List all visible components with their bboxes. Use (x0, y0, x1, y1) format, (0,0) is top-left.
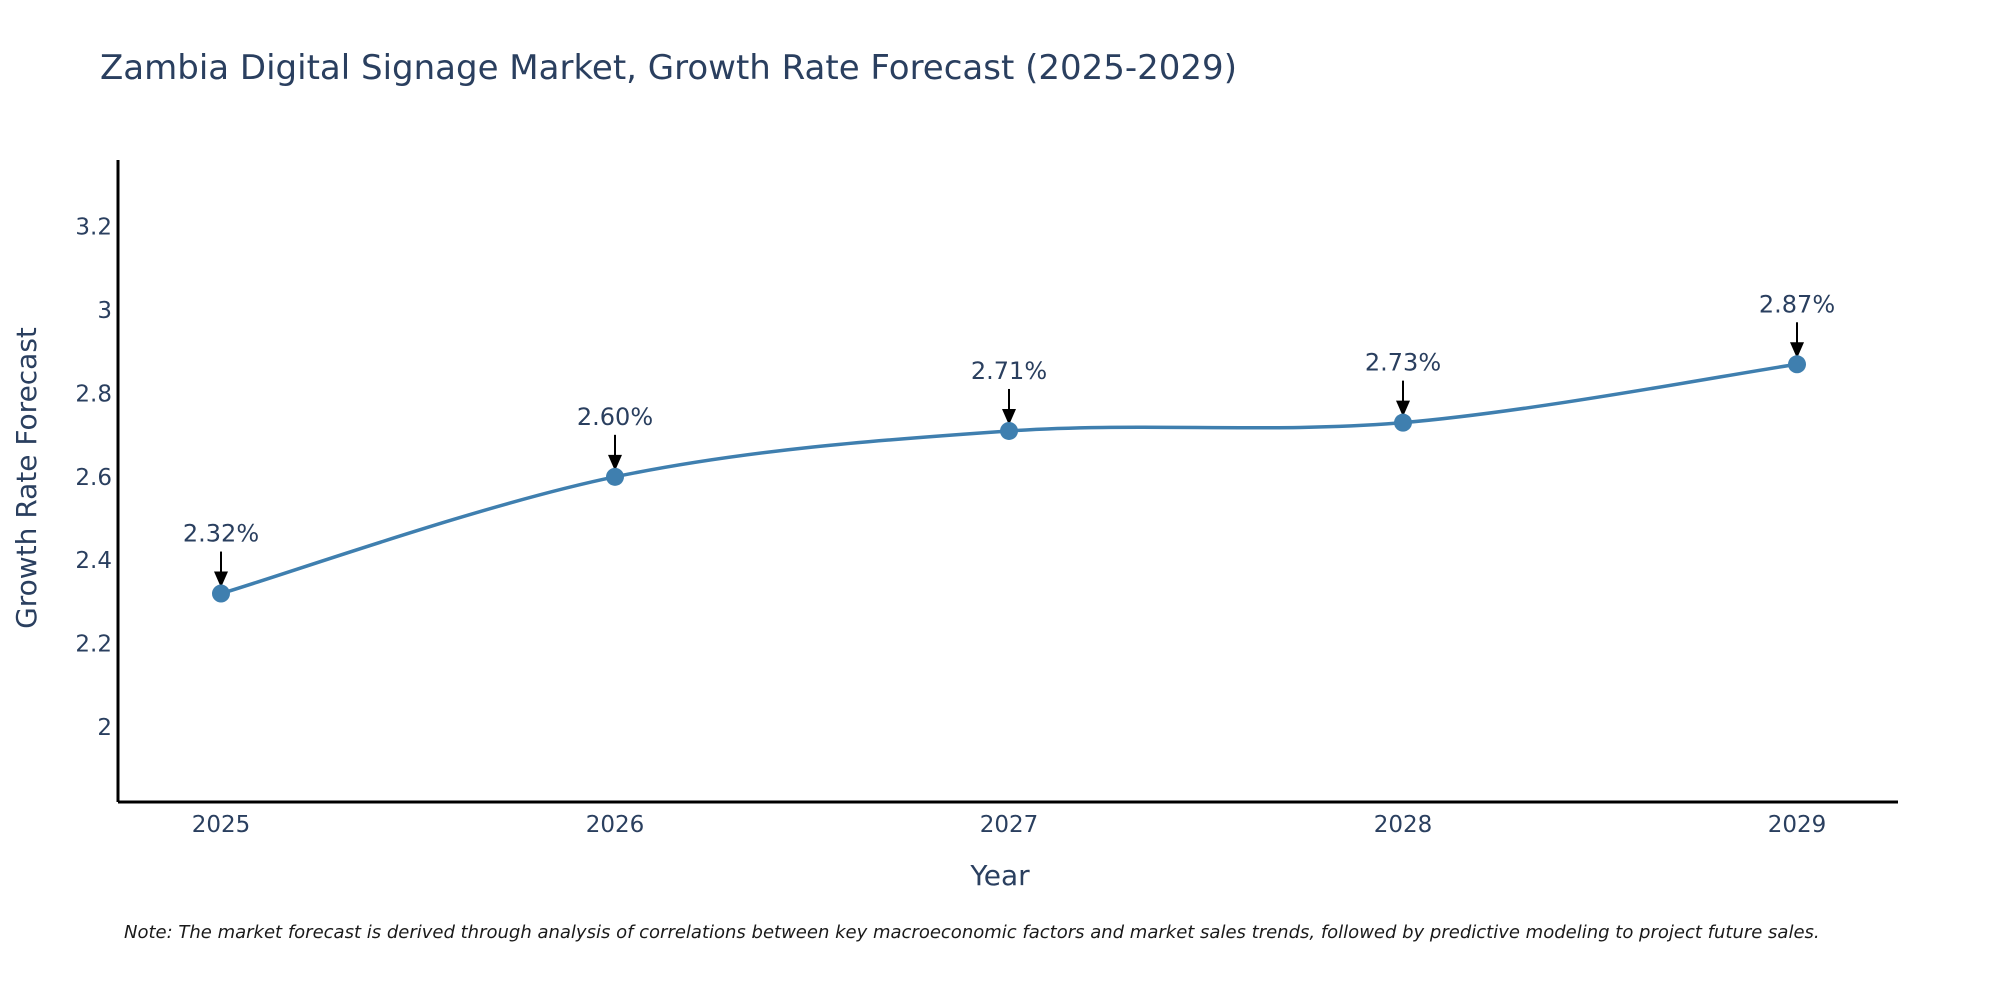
x-axis-ticks: 2025 2026 2027 2028 2029 (192, 812, 1827, 838)
data-label: 2.87% (1759, 290, 1835, 318)
data-point-marker[interactable] (1788, 355, 1806, 374)
annotation-arrow-head (1002, 408, 1016, 425)
x-axis-title: Year (969, 859, 1030, 892)
data-label: 2.73% (1365, 349, 1441, 377)
y-tick-label: 2.4 (75, 548, 112, 574)
chart-title: Zambia Digital Signage Market, Growth Ra… (100, 48, 1237, 88)
x-tick-label: 2028 (1374, 812, 1433, 838)
y-tick-label: 2 (97, 715, 112, 741)
y-tick-label: 2.2 (75, 632, 112, 658)
data-point-marker[interactable] (212, 584, 230, 603)
data-label: 2.32% (183, 520, 259, 548)
x-tick-label: 2029 (1768, 812, 1827, 838)
x-tick-label: 2027 (980, 812, 1039, 838)
y-axis-title: Growth Rate Forecast (10, 327, 43, 629)
data-annotations: 2.32% 2.60% 2.71% 2.73% 2.87% (183, 290, 1835, 588)
annotation-arrow-head (1790, 342, 1804, 359)
y-tick-label: 3 (97, 298, 112, 324)
data-point-marker[interactable] (1394, 413, 1412, 432)
data-point-marker[interactable] (606, 467, 624, 486)
data-label: 2.60% (577, 403, 653, 431)
annotation-arrow-head (608, 454, 622, 471)
y-axis-ticks: 2 2.2 2.4 2.6 2.8 3 3.2 (75, 215, 112, 741)
chart-note: Note: The market forecast is derived thr… (124, 922, 1820, 943)
x-tick-label: 2026 (586, 812, 645, 838)
annotation-arrow-head (214, 571, 228, 588)
x-tick-label: 2025 (192, 812, 251, 838)
annotation-arrow-head (1396, 400, 1410, 417)
series-markers (212, 355, 1806, 603)
data-label: 2.71% (971, 357, 1047, 385)
y-tick-label: 2.6 (75, 465, 112, 491)
y-tick-label: 2.8 (75, 381, 112, 407)
data-point-marker[interactable] (1000, 421, 1018, 440)
y-tick-label: 3.2 (75, 215, 112, 241)
